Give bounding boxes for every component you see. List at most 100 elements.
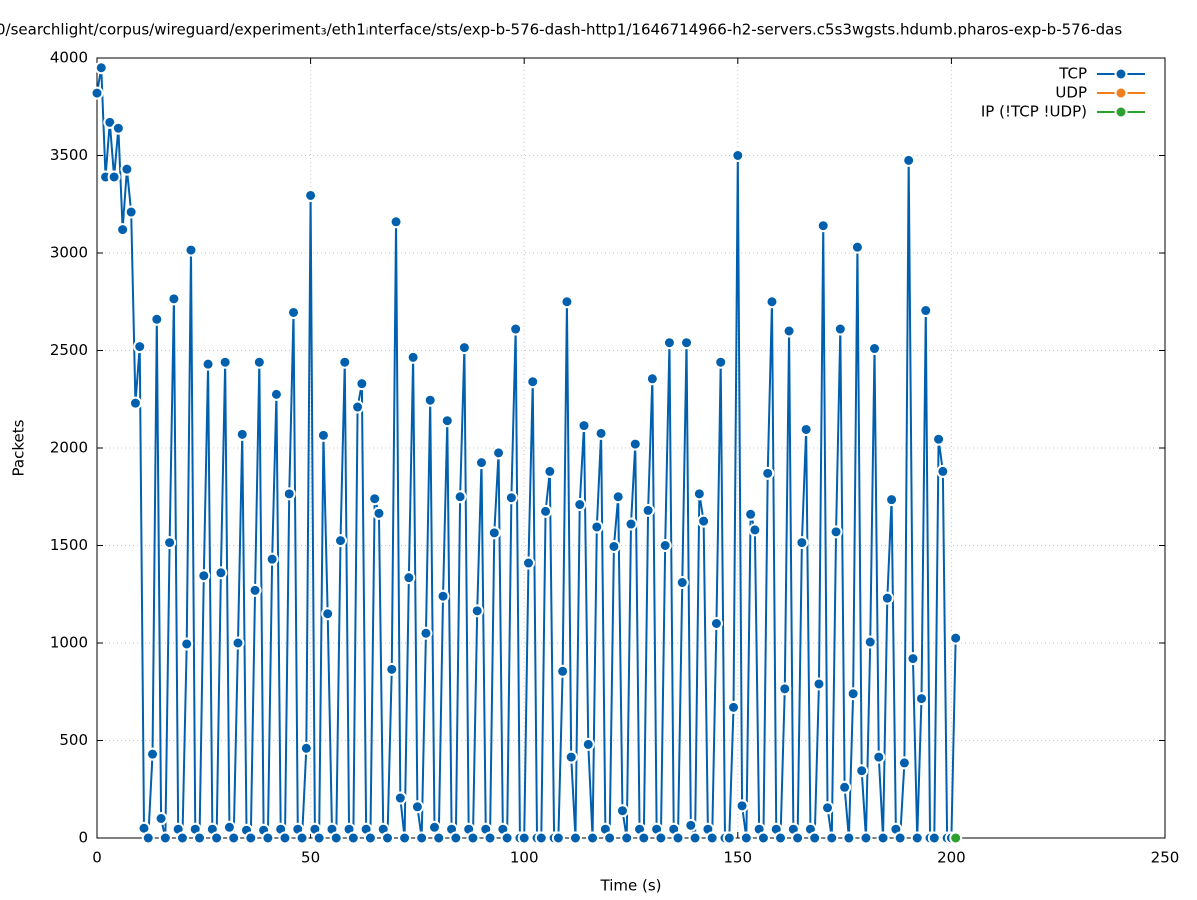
data-point — [761, 466, 775, 480]
data-point — [671, 831, 685, 845]
data-point — [521, 556, 535, 570]
data-point — [799, 422, 813, 436]
data-point — [201, 357, 215, 371]
legend-label: UDP — [1055, 84, 1087, 102]
data-point — [662, 336, 676, 350]
data-point — [795, 536, 809, 550]
data-point — [453, 490, 467, 504]
data-point — [735, 799, 749, 813]
legend-label: IP (!TCP !UDP) — [981, 103, 1087, 121]
data-point — [146, 747, 160, 761]
data-point — [415, 831, 429, 845]
data-point — [731, 149, 745, 162]
data-point — [509, 322, 523, 336]
data-point — [927, 831, 941, 845]
data-point — [846, 687, 860, 701]
data-point — [372, 506, 386, 520]
data-point — [590, 520, 604, 534]
data-point — [423, 393, 437, 407]
x-tick-label: 150 — [723, 849, 752, 867]
data-point — [714, 355, 728, 369]
y-tick-label: 1000 — [50, 634, 88, 652]
legend-swatch — [1114, 105, 1128, 119]
x-axis-label: Time (s) — [600, 877, 662, 895]
data-point — [141, 831, 155, 845]
data-point — [483, 831, 497, 845]
data-point — [842, 831, 856, 845]
data-point — [504, 491, 518, 505]
data-point — [222, 820, 236, 834]
data-point — [287, 305, 301, 319]
data-point — [107, 170, 121, 184]
data-point — [539, 504, 553, 518]
y-axis-label: Packets — [10, 419, 28, 476]
data-point — [210, 831, 224, 845]
data-point — [791, 831, 805, 845]
data-point — [427, 820, 441, 834]
data-point — [756, 831, 770, 845]
data-point — [167, 292, 181, 306]
data-point — [910, 831, 924, 845]
data-point — [432, 831, 446, 845]
data-point — [697, 514, 711, 528]
data-point — [684, 818, 698, 832]
data-point — [111, 121, 125, 135]
x-tick-label: 0 — [92, 849, 102, 867]
data-point — [120, 162, 134, 176]
data-point — [748, 523, 762, 537]
data-point — [158, 831, 172, 845]
data-point — [231, 636, 245, 650]
data-point — [197, 569, 211, 583]
legend-swatch — [1114, 86, 1128, 100]
data-point — [863, 635, 877, 649]
data-point — [90, 86, 104, 100]
data-point — [299, 741, 313, 755]
x-tick-label: 250 — [1151, 849, 1180, 867]
data-point — [449, 831, 463, 845]
data-point — [419, 626, 433, 640]
data-point — [821, 801, 835, 815]
data-point — [150, 312, 164, 326]
y-tick-label: 0 — [78, 829, 88, 847]
data-point — [654, 831, 668, 845]
data-point — [628, 437, 642, 451]
data-point — [543, 464, 557, 478]
data-point — [577, 419, 591, 433]
data-point — [184, 243, 198, 257]
data-point — [739, 831, 753, 845]
data-point — [872, 750, 886, 764]
data-point — [94, 61, 108, 75]
y-tick-label: 2500 — [50, 341, 88, 359]
data-point — [833, 322, 847, 336]
data-point — [586, 831, 600, 845]
data-point — [154, 812, 168, 825]
data-point — [474, 456, 488, 470]
data-point — [351, 400, 365, 414]
data-point — [829, 525, 843, 539]
data-point — [278, 831, 292, 845]
data-point — [645, 372, 659, 386]
y-tick-label: 3000 — [50, 244, 88, 262]
data-point — [470, 604, 484, 618]
data-point — [906, 652, 920, 666]
data-point — [128, 396, 142, 410]
data-point — [214, 566, 228, 580]
data-point — [581, 737, 595, 751]
data-point — [436, 589, 450, 603]
data-point — [902, 153, 916, 167]
data-point — [688, 831, 702, 845]
y-tick-label: 2000 — [50, 439, 88, 457]
data-point — [778, 682, 792, 696]
data-point — [744, 507, 758, 521]
data-point — [244, 831, 258, 845]
data-point — [838, 780, 852, 794]
data-point — [560, 295, 574, 309]
data-point — [680, 336, 694, 350]
data-point — [163, 536, 177, 550]
data-point — [603, 831, 617, 845]
data-point — [568, 831, 582, 845]
data-point — [534, 831, 548, 845]
data-point — [517, 831, 531, 845]
data-point — [825, 831, 839, 845]
